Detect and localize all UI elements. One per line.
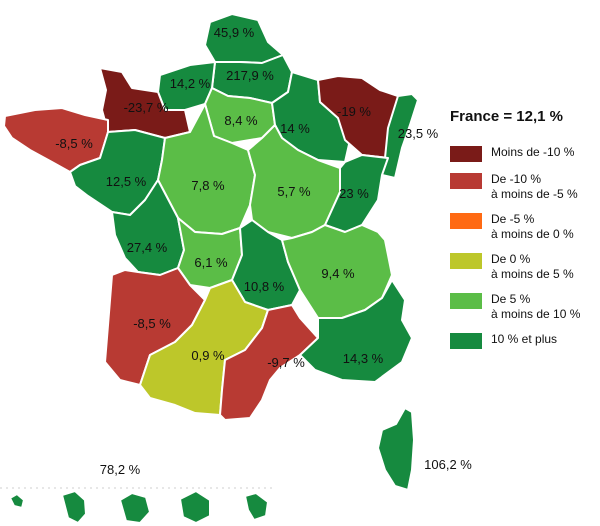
legend-item: De -10 % à moins de -5 % (450, 172, 600, 202)
label-champagne: 14 % (280, 121, 310, 136)
region-corse[interactable] (377, 407, 415, 491)
dom-mayotte-shape[interactable] (244, 492, 269, 521)
legend-label: Moins de -10 % (491, 145, 575, 159)
region-franche-comte[interactable] (324, 154, 389, 233)
legend-item: De 5 % à moins de 10 % (450, 292, 600, 322)
legend-swatch (450, 253, 482, 269)
region-auvergne[interactable] (231, 219, 301, 311)
region-rhone-alpes[interactable] (281, 224, 393, 319)
label-midi-pyrenees: 0,9 % (191, 348, 225, 363)
legend-label: De -10 % à moins de -5 % (491, 172, 578, 201)
label-aquitaine: -8,5 % (133, 316, 171, 331)
label-bretagne: -8,5 % (55, 136, 93, 151)
label-seine-maritime: 14,2 % (170, 76, 211, 91)
legend-swatch (450, 146, 482, 162)
dom-guadeloupe-shape[interactable] (9, 493, 25, 509)
label-pays-de-la-loire: 12,5 % (106, 174, 147, 189)
label-basse-normandie: -23,7 % (124, 100, 169, 115)
region-paca[interactable] (299, 279, 413, 383)
legend-swatch (450, 213, 482, 229)
legend-item: De -5 % à moins de 0 % (450, 212, 600, 242)
label-alsace: 23,5 % (398, 126, 439, 141)
label-lorraine: -19 % (337, 104, 371, 119)
label-bourgogne: 5,7 % (277, 184, 311, 199)
legend-item: De 0 % à moins de 5 % (450, 252, 600, 282)
dom-martinique-shape[interactable] (61, 490, 87, 524)
legend-swatch (450, 293, 482, 309)
label-outre-mer: 78,2 % (100, 462, 141, 477)
legend-label: De 5 % à moins de 10 % (491, 292, 581, 321)
label-somme-aisne: 217,9 % (226, 68, 274, 83)
label-languedoc: -9,7 % (267, 355, 305, 370)
label-auvergne: 10,8 % (244, 279, 285, 294)
legend-title: France = 12,1 % (450, 108, 563, 125)
legend-swatch (450, 333, 482, 349)
label-ile-de-france: 8,4 % (224, 113, 258, 128)
label-franche-comte: 23 % (339, 186, 369, 201)
label-paca: 14,3 % (343, 351, 384, 366)
legend-item: 10 % et plus (450, 332, 600, 349)
dom-guyane-shape[interactable] (119, 492, 151, 524)
legend-label: De 0 % à moins de 5 % (491, 252, 574, 281)
legend-label: 10 % et plus (491, 332, 558, 346)
legend-label: De -5 % à moins de 0 % (491, 212, 574, 241)
label-rhone-alpes: 9,4 % (321, 266, 355, 281)
legend-item: Moins de -10 % (450, 145, 600, 162)
label-poitou-charentes: 27,4 % (127, 240, 168, 255)
label-centre: 7,8 % (191, 178, 225, 193)
label-nord: 45,9 % (214, 25, 255, 40)
legend: France = 12,1 % Moins de -10 % De -10 % … (450, 108, 600, 359)
label-limousin: 6,1 % (194, 255, 228, 270)
region-languedoc[interactable] (219, 304, 319, 421)
legend-swatch (450, 173, 482, 189)
region-alsace[interactable] (381, 93, 419, 179)
label-corse: 106,2 % (424, 457, 472, 472)
dom-reunion-shape[interactable] (179, 490, 211, 524)
